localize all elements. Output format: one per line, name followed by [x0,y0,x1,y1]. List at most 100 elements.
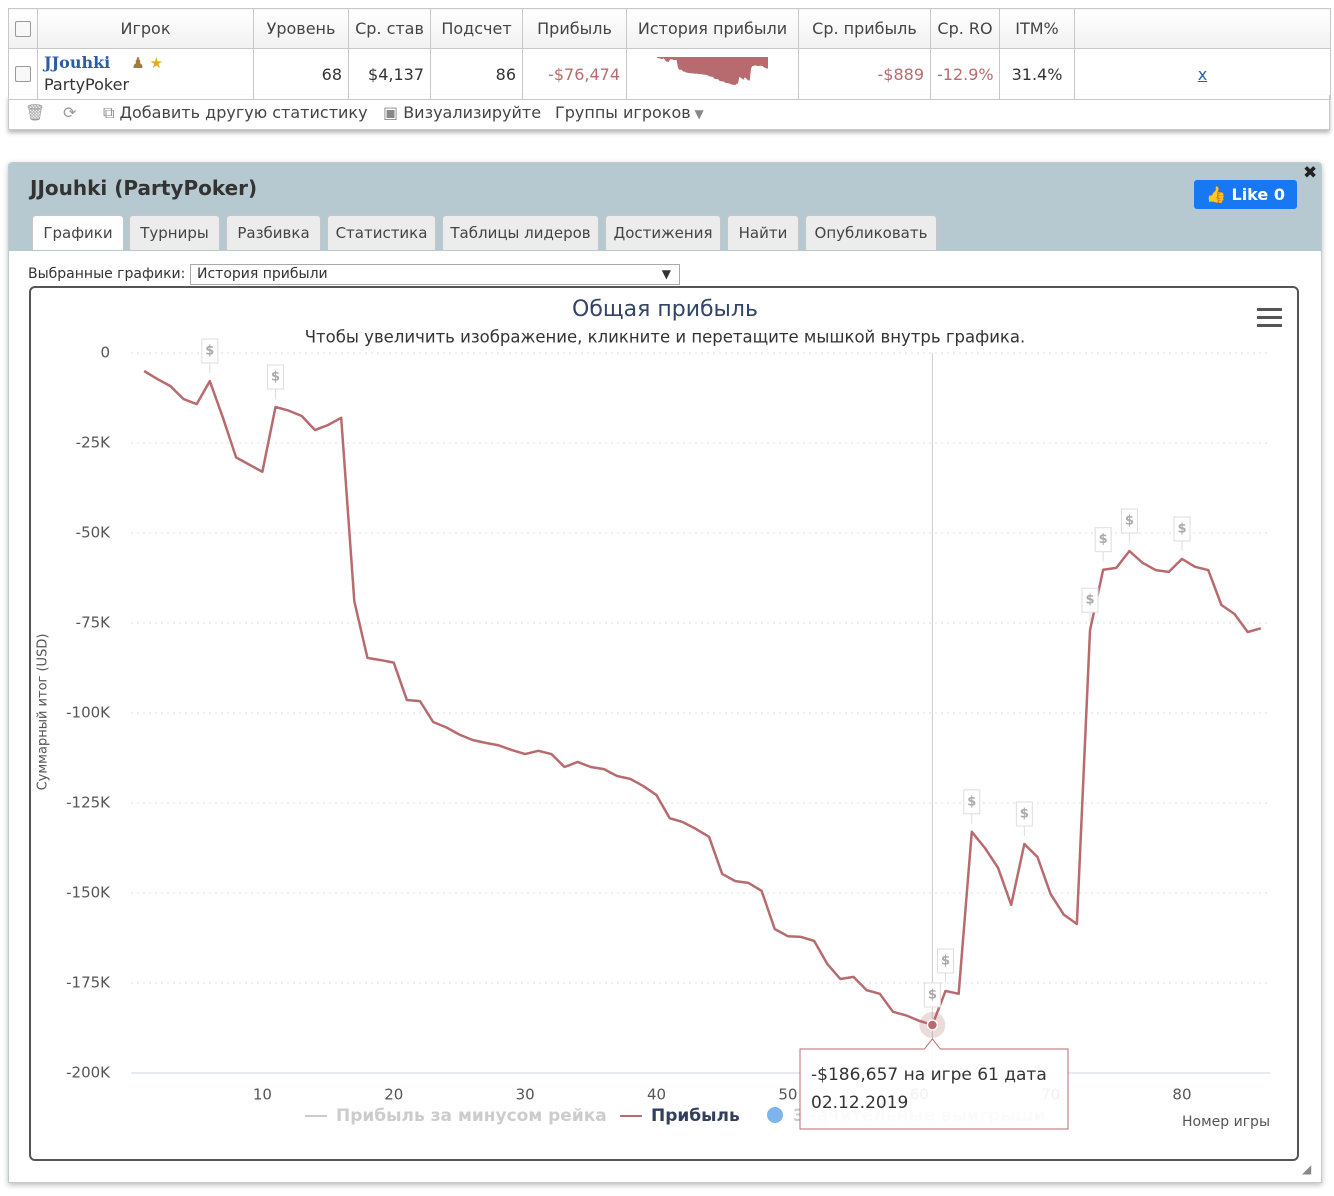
hover-point [926,1019,939,1031]
panel-title: JJouhki (PartyPoker) [30,176,258,200]
flag [937,948,955,974]
chart-subtitle: Чтобы увеличить изображение, кликните и … [305,328,1026,347]
y-tick-label: -200K [66,1064,111,1082]
x-tick-label: 10 [253,1086,272,1104]
player-table: Игрок Уровень Ср. став Подсчет Прибыль И… [8,8,1331,100]
menu-bar [1257,324,1282,327]
y-tick-label: -50K [76,524,111,542]
selected-chart: История прибыли [197,266,328,282]
profit-sparkline [657,57,768,85]
y-tick-label: 0 [100,344,110,362]
y-tick-label: -25K [76,434,111,452]
cell: 68 [253,48,349,100]
flag-label: $ [1177,521,1186,536]
legend-item[interactable]: Прибыль за минусом рейка [305,1106,607,1126]
tab[interactable]: Разбивка [226,215,321,250]
header-cell[interactable]: Ср. став [348,8,431,49]
delete-icon[interactable]: 🗑 [25,103,46,122]
tab[interactable]: Турниры [129,215,220,250]
flag-label: $ [928,987,937,1002]
cell: x [1074,48,1331,100]
tooltip-box [799,1038,1069,1130]
cell: 86 [430,48,523,100]
player-cell: JJouhki ♟ ★ PartyPoker [37,48,254,100]
flag-label: $ [205,344,214,359]
cell: -12.9% [930,48,1000,100]
toolbar-item[interactable]: Группы игроков ▼ [555,103,704,122]
tab[interactable]: Найти [727,215,799,250]
chart-selector[interactable]: История прибыли ▼ [190,264,680,285]
legend-item[interactable]: Прибыль [620,1106,740,1126]
flag [963,789,981,815]
tab[interactable]: Таблицы лидеров [442,215,599,250]
tab[interactable]: Опубликовать [805,215,937,250]
header-cell [8,8,38,49]
chart-title: Общая прибыль [572,297,758,322]
select-all-checkbox[interactable] [15,20,31,37]
tab[interactable]: Достижения [605,215,721,250]
flag [201,338,219,364]
legend-label: Прибыль [651,1106,740,1126]
player-network: PartyPoker [44,75,130,94]
flag [1094,527,1112,553]
y-axis-label: Суммарный итог (USD) [36,634,51,791]
header-cell[interactable]: Подсчет [430,8,523,49]
flag [1015,801,1033,827]
data-row: JJouhki ♟ ★ PartyPoker 68 $4,137 86 -$76… [8,48,1331,100]
row-checkbox[interactable] [15,66,31,82]
like-label: Like [1231,185,1269,204]
toolbar-item[interactable]: ⧉ Добавить другую статистику [103,103,368,122]
cell: -$76,474 [522,48,627,100]
tab[interactable]: Графики [32,215,124,250]
player-name[interactable]: JJouhki [44,53,111,72]
flag-label: $ [1099,532,1108,547]
header-row: Игрок Уровень Ср. став Подсчет Прибыль И… [8,8,1331,49]
like-button[interactable]: 👍 Like 0 [1194,180,1297,209]
flag-label: $ [1020,807,1029,822]
x-tick-label: 80 [1172,1086,1191,1104]
flag-label: $ [941,953,950,968]
y-tick-label: -75K [76,614,111,632]
toolbar-item[interactable]: ▣ Визуализируйте [383,103,542,122]
sparkline-area [657,57,768,85]
chart-frame [29,286,1299,1161]
chart-menu[interactable] [1257,308,1282,327]
tooltip-date: 02.12.2019 [811,1093,908,1113]
flag-label: $ [967,794,976,809]
close-button[interactable]: ✖ [1303,163,1318,183]
header-cell[interactable]: Прибыль [522,8,627,49]
flag [923,982,941,1008]
flag [267,364,285,390]
header-cell[interactable]: История прибыли [626,8,799,49]
menu-bar [1257,316,1282,319]
like-count: 0 [1273,185,1285,204]
flag [1120,508,1138,534]
player-badges: ♟ ★ [131,54,164,72]
table-toolbar: 🗑 ⟳ ⧉ Добавить другую статистику ▣ Визуа… [8,95,1330,130]
tab[interactable]: Статистика [327,215,436,250]
y-tick-label: -100K [66,704,111,722]
header-cell [1074,8,1331,49]
flag [1173,516,1191,542]
header-cell[interactable]: Игрок [37,8,254,49]
x-tick-label: 30 [516,1086,535,1104]
profit-line [143,369,1262,1027]
cell: -$889 [798,48,931,100]
legend-label: Прибыль за минусом рейка [336,1106,607,1126]
resize-handle[interactable]: ◢ [1302,1162,1312,1176]
x-axis-label: Номер игры [1182,1114,1270,1130]
x-tick-label: 20 [384,1086,403,1104]
legend-symbol [767,1107,783,1123]
selector-label: Выбранные графики: [28,266,186,282]
y-tick-label: -150K [66,884,111,902]
sparkline-cell [626,48,799,100]
header-cell[interactable]: ITM% [999,8,1075,49]
remove-link[interactable]: x [1197,64,1208,84]
x-tick-label: 50 [778,1086,797,1104]
cell: 31.4% [999,48,1075,100]
y-tick-label: -175K [66,974,111,992]
refresh-icon[interactable]: ⟳ [63,103,77,122]
menu-bar [1257,308,1282,311]
